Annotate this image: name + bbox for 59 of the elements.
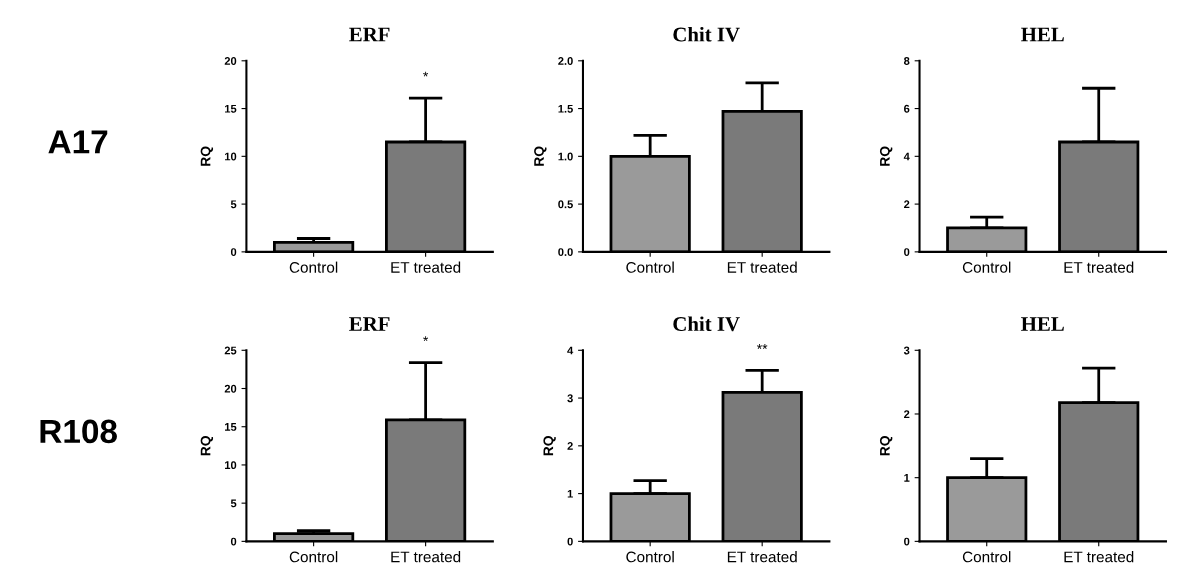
y-axis-title: RQ <box>200 146 214 166</box>
text: A17 <box>48 130 108 154</box>
x-tick-label: ET treated <box>391 551 461 563</box>
y-tick-label: 3 <box>567 394 573 403</box>
x-tick-label: Control <box>962 261 1011 273</box>
y-tick-label: 20 <box>224 57 237 65</box>
y-tick-label: 8 <box>903 57 910 65</box>
y-tick-label: 2 <box>567 442 573 450</box>
y-tick-label: 0.0 <box>558 248 573 256</box>
annotation: * <box>423 71 429 77</box>
chart-title: ERF <box>349 27 390 42</box>
y-tick-label: 1 <box>904 474 910 482</box>
x-tick-label: Control <box>962 551 1011 563</box>
y-tick-label: 1 <box>567 489 573 498</box>
x-tick-label: ET treated <box>727 551 797 563</box>
chart-title: HEL <box>1021 317 1064 331</box>
y-tick-label: 0 <box>904 248 910 256</box>
y-tick-label: 5 <box>230 200 237 209</box>
y-tick-label: 15 <box>225 104 237 113</box>
chart-title: ERF <box>349 317 390 331</box>
y-tick-label: 2 <box>904 410 910 419</box>
y-axis-title: RQ <box>879 436 893 456</box>
y-tick-label: 4 <box>903 152 910 161</box>
y-axis-title: RQ <box>534 146 547 166</box>
x-tick-label: Control <box>289 261 338 273</box>
y-tick-label: 0 <box>567 537 573 546</box>
y-tick-label: 0 <box>904 537 910 546</box>
y-tick-label: 10 <box>225 152 237 161</box>
y-axis-title: RQ <box>543 436 556 456</box>
y-tick-label: 25 <box>224 346 237 355</box>
y-tick-label: 2 <box>904 200 910 209</box>
y-tick-label: 1.5 <box>558 104 573 113</box>
y-tick-label: 0 <box>230 248 237 256</box>
x-tick-label: ET treated <box>1064 551 1134 563</box>
y-tick-label: 15 <box>225 423 237 431</box>
y-tick-label: 0 <box>230 537 237 546</box>
y-tick-label: 6 <box>904 104 910 113</box>
annotation: * <box>423 336 429 342</box>
x-tick-label: Control <box>626 261 674 273</box>
y-tick-label: 0.5 <box>558 200 573 209</box>
chart-title: Chit IV <box>673 26 740 42</box>
x-tick-label: ET treated <box>1064 261 1134 273</box>
chart-title: Chit IV <box>673 316 740 332</box>
x-tick-label: ET treated <box>391 261 461 273</box>
y-tick-label: 3 <box>903 346 910 355</box>
annotation: ** <box>756 344 768 349</box>
y-tick-label: 2.0 <box>558 57 573 65</box>
y-tick-label: 20 <box>224 384 237 393</box>
y-tick-label: 10 <box>225 461 237 470</box>
x-tick-label: ET treated <box>727 261 797 273</box>
x-tick-label: Control <box>626 551 674 563</box>
y-tick-label: 5 <box>230 499 237 508</box>
chart-title: HEL <box>1021 27 1064 42</box>
x-tick-label: Control <box>289 551 338 563</box>
y-tick-label: 1.0 <box>558 152 573 161</box>
y-axis-title: RQ <box>879 146 893 166</box>
text: R108 <box>40 419 117 444</box>
y-axis-title: RQ <box>200 436 214 456</box>
y-tick-label: 4 <box>567 346 574 355</box>
